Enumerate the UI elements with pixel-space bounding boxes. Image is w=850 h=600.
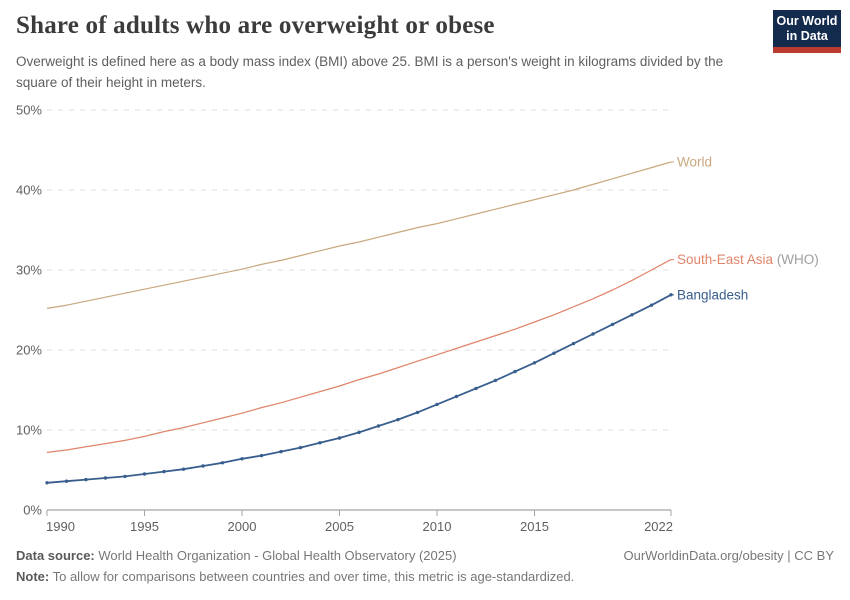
- chart-subtitle: Overweight is defined here as a body mas…: [16, 54, 724, 90]
- datasource-label: Data source:: [16, 548, 95, 563]
- data-point-bangladesh-1998: [201, 464, 205, 468]
- data-point-bangladesh-2018: [591, 332, 595, 336]
- data-point-bangladesh-1999: [220, 461, 225, 465]
- data-point-bangladesh-2001: [259, 453, 264, 458]
- owid-logo: Our World in Data: [773, 10, 841, 53]
- data-point-bangladesh-2007: [376, 424, 381, 428]
- y-tick-label-30: 30%: [16, 263, 42, 278]
- data-point-bangladesh-2002: [279, 449, 283, 454]
- data-point-bangladesh-1996: [162, 469, 166, 474]
- data-point-bangladesh-1992: [84, 477, 88, 482]
- y-tick-label-10: 10%: [16, 423, 42, 438]
- data-point-bangladesh-2010: [435, 402, 439, 407]
- data-point-bangladesh-1997: [181, 467, 186, 471]
- series-line-world[interactable]: [46, 161, 672, 310]
- data-point-bangladesh-2012: [474, 386, 478, 391]
- page-title: Share of adults who are overweight or ob…: [16, 12, 495, 39]
- data-point-bangladesh-2020: [630, 313, 634, 317]
- data-point-bangladesh-2021: [649, 303, 654, 307]
- footer-datasource: Data source: World Health Organization -…: [16, 548, 457, 563]
- data-point-bangladesh-2015: [532, 361, 537, 365]
- data-point-bangladesh-2000: [240, 457, 244, 461]
- data-point-bangladesh-1994: [123, 474, 127, 479]
- data-point-bangladesh-2006: [357, 430, 361, 435]
- footer-credit-link[interactable]: OurWorldinData.org/obesity | CC BY: [623, 548, 835, 563]
- series-label-world[interactable]: World: [677, 155, 712, 170]
- series-line-south-east-asia[interactable]: [46, 259, 672, 454]
- y-tick-label-0: 0%: [23, 503, 42, 518]
- data-point-bangladesh-2005: [337, 436, 342, 440]
- x-tick-label-2010: 2010: [423, 519, 452, 534]
- footer-note: Note: To allow for comparisons between c…: [16, 569, 574, 584]
- data-point-bangladesh-1995: [142, 472, 147, 476]
- data-point-bangladesh-1993: [103, 476, 108, 480]
- logo-line-1: Our World: [776, 14, 838, 28]
- series-label-south-east-asia[interactable]: South-East Asia (WHO): [677, 252, 819, 267]
- data-point-bangladesh-2004: [318, 441, 322, 445]
- x-tick-label-2000: 2000: [228, 519, 257, 534]
- x-tick-label-2005: 2005: [325, 519, 354, 534]
- data-point-bangladesh-2017: [571, 341, 576, 346]
- note-label: Note:: [16, 569, 50, 584]
- data-point-bangladesh-1991: [64, 479, 69, 483]
- data-point-bangladesh-2013: [493, 378, 498, 383]
- y-tick-label-40: 40%: [16, 183, 42, 198]
- series-line-bangladesh[interactable]: [46, 294, 672, 484]
- x-tick-label-1990: 1990: [46, 519, 75, 534]
- data-point-bangladesh-1990: [45, 481, 49, 485]
- data-point-bangladesh-2009: [415, 410, 420, 415]
- y-tick-label-50: 50%: [16, 103, 42, 118]
- data-point-bangladesh-2019: [610, 322, 615, 327]
- data-point-bangladesh-2008: [396, 417, 400, 422]
- data-point-bangladesh-2016: [552, 351, 556, 355]
- data-point-bangladesh-2014: [513, 369, 517, 374]
- data-point-bangladesh-2003: [298, 445, 303, 450]
- logo-line-2: in Data: [786, 29, 828, 43]
- y-tick-label-20: 20%: [16, 343, 42, 358]
- x-tick-label-2022: 2022: [644, 519, 673, 534]
- x-tick-label-2015: 2015: [520, 519, 549, 534]
- data-point-bangladesh-2011: [454, 394, 459, 399]
- data-point-bangladesh-2022: [669, 293, 673, 297]
- x-tick-label-1995: 1995: [130, 519, 159, 534]
- note-text: To allow for comparisons between countri…: [52, 569, 575, 584]
- series-label-bangladesh[interactable]: Bangladesh: [677, 287, 748, 302]
- datasource-text: World Health Organization - Global Healt…: [98, 548, 457, 563]
